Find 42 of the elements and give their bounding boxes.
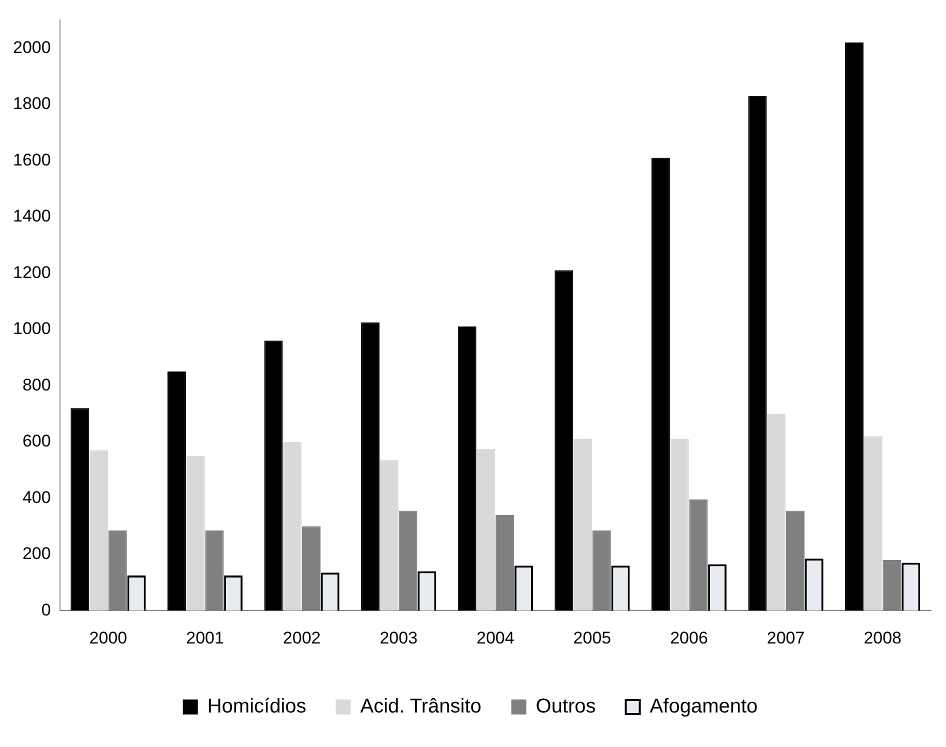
x-tick-label: 2005 — [573, 628, 612, 648]
y-tick-label: 2000 — [12, 38, 51, 57]
bar — [554, 270, 574, 611]
y-tick-label: 1200 — [12, 262, 51, 282]
bar — [670, 439, 689, 611]
x-tick-label: 2006 — [670, 628, 708, 648]
y-tick-label: 1000 — [12, 319, 51, 338]
y-tick-label: 200 — [22, 544, 51, 564]
bar — [90, 450, 108, 611]
y-tick-label: 1800 — [12, 94, 51, 114]
bar — [767, 414, 786, 611]
x-tick-label: 2000 — [89, 628, 128, 648]
x-tick-label: 2008 — [864, 628, 902, 648]
bar — [283, 442, 302, 611]
bar — [380, 460, 398, 611]
bar — [864, 436, 882, 611]
bar — [361, 322, 380, 611]
x-tick-label: 2002 — [282, 628, 321, 648]
bar — [651, 158, 670, 611]
x-tick-label: 2001 — [186, 628, 224, 648]
bar — [167, 372, 186, 611]
legend-label: Acid. Trânsito — [360, 696, 482, 718]
y-tick-label: 1600 — [12, 150, 51, 170]
bar — [476, 448, 496, 611]
bar — [70, 408, 90, 611]
legend-label: Homicídios — [207, 696, 306, 718]
bar — [748, 96, 767, 611]
bar — [845, 42, 864, 611]
bar — [186, 456, 205, 611]
x-tick-label: 2003 — [380, 628, 418, 648]
y-tick-label: 400 — [22, 488, 51, 507]
legend-label: Outros — [536, 696, 596, 718]
bar — [574, 439, 592, 611]
y-tick-label: 800 — [22, 375, 51, 394]
bar — [264, 340, 283, 611]
y-tick-label: 1400 — [12, 206, 51, 226]
x-tick-label: 2007 — [766, 628, 805, 648]
y-tick-label: 600 — [22, 432, 51, 451]
bar — [458, 326, 476, 611]
x-tick-label: 2004 — [476, 628, 514, 648]
y-tick-label: 0 — [41, 600, 51, 620]
legend-label: Afogamento — [650, 696, 758, 718]
